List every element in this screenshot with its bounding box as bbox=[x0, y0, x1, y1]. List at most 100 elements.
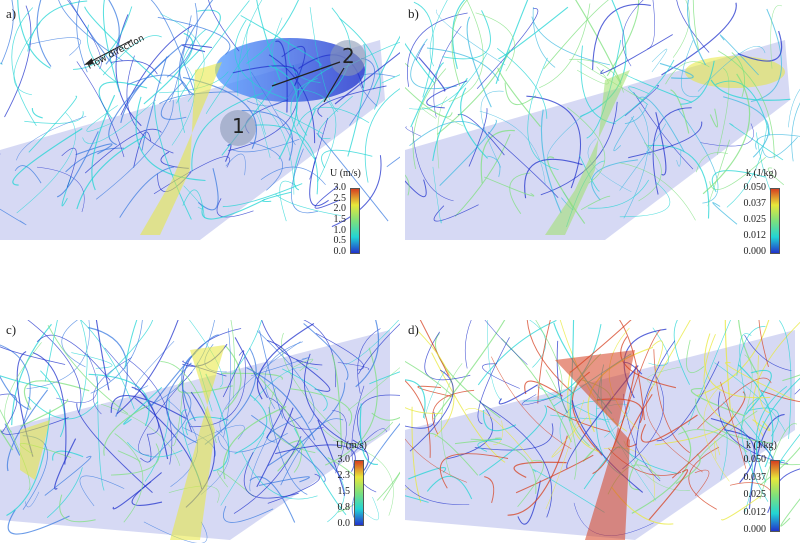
streamline bbox=[110, 394, 187, 419]
streamline bbox=[407, 12, 468, 87]
streamline bbox=[141, 56, 168, 151]
colorbar-tick: 0.012 bbox=[743, 230, 767, 241]
streamline bbox=[233, 436, 302, 514]
streamline bbox=[676, 0, 710, 53]
streamline bbox=[126, 55, 174, 154]
streamline bbox=[757, 355, 772, 414]
streamline bbox=[331, 354, 342, 450]
streamline bbox=[260, 166, 326, 186]
streamline bbox=[61, 320, 86, 368]
streamline bbox=[482, 363, 520, 389]
streamline bbox=[672, 0, 690, 58]
streamline bbox=[496, 47, 548, 119]
streamline bbox=[695, 398, 773, 444]
streamline bbox=[201, 198, 266, 220]
streamline bbox=[640, 414, 698, 443]
streamline bbox=[661, 2, 737, 76]
streamline bbox=[216, 198, 254, 218]
streamline bbox=[710, 79, 791, 101]
streamline bbox=[477, 438, 503, 452]
colorbar-tick: 0.0 bbox=[337, 518, 351, 529]
streamline bbox=[647, 144, 710, 219]
streamline bbox=[44, 320, 58, 382]
streamline bbox=[436, 9, 506, 66]
streamline bbox=[723, 96, 770, 158]
streamline bbox=[545, 369, 577, 480]
streamline bbox=[567, 107, 606, 184]
streamline bbox=[224, 143, 232, 162]
streamline bbox=[731, 52, 745, 98]
streamline bbox=[688, 320, 731, 426]
colorbar-tick: 2.3 bbox=[337, 470, 351, 481]
streamline bbox=[436, 49, 511, 135]
streamline bbox=[623, 107, 649, 219]
streamline bbox=[648, 327, 669, 366]
streamline bbox=[295, 66, 333, 136]
colorbar-tick: 0.037 bbox=[743, 198, 767, 209]
streamline bbox=[410, 38, 457, 90]
streamline bbox=[322, 421, 394, 445]
streamline bbox=[479, 404, 547, 476]
streamline bbox=[289, 388, 353, 427]
streamline bbox=[6, 389, 49, 472]
streamline bbox=[482, 403, 553, 518]
streamline bbox=[150, 0, 195, 91]
colorbar-tick: 0.5 bbox=[333, 235, 347, 247]
streamline bbox=[230, 138, 300, 153]
colorbar-tick: 0.000 bbox=[743, 246, 767, 257]
streamline bbox=[102, 35, 162, 76]
streamline bbox=[779, 320, 792, 439]
streamline bbox=[410, 62, 445, 128]
streamline bbox=[524, 158, 583, 199]
streamline bbox=[84, 6, 162, 84]
colorbar-tick: 1.5 bbox=[333, 214, 347, 225]
streamline bbox=[1, 417, 69, 435]
streamline bbox=[484, 476, 495, 504]
streamline bbox=[618, 320, 645, 421]
streamline bbox=[371, 412, 400, 421]
streamline bbox=[111, 60, 158, 75]
colorbar-d: k (J/kg) 0.050 0.037 0.025 0.012 0.000 bbox=[716, 440, 800, 538]
streamline bbox=[256, 330, 315, 424]
streamline bbox=[547, 113, 585, 161]
streamline bbox=[432, 77, 468, 161]
streamline bbox=[259, 330, 284, 419]
streamline bbox=[484, 176, 535, 197]
streamline bbox=[24, 491, 40, 508]
streamline bbox=[479, 110, 546, 184]
colorbar-d-title: k (J/kg) bbox=[746, 440, 777, 451]
streamline bbox=[71, 352, 113, 369]
colorbar-tick: 0.000 bbox=[743, 524, 767, 535]
flow-arrowhead bbox=[84, 58, 93, 65]
streamline bbox=[619, 123, 667, 191]
streamline bbox=[750, 8, 782, 102]
streamline bbox=[257, 323, 315, 400]
streamline bbox=[222, 183, 303, 208]
streamline bbox=[0, 393, 18, 433]
streamline bbox=[448, 0, 484, 102]
streamline bbox=[54, 438, 77, 490]
panel-label-c: c) bbox=[6, 322, 17, 337]
streamline bbox=[655, 112, 667, 176]
streamline bbox=[324, 347, 378, 466]
streamlines-b bbox=[405, 0, 800, 235]
streamline bbox=[220, 432, 265, 506]
arrow-2a bbox=[271, 61, 341, 87]
streamline bbox=[678, 429, 748, 453]
panel-a-canvas bbox=[0, 0, 400, 240]
colorbar-tick: 0.012 bbox=[743, 506, 767, 518]
streamline bbox=[26, 320, 90, 389]
streamline bbox=[134, 341, 175, 391]
streamline bbox=[474, 423, 554, 451]
streamline bbox=[232, 65, 299, 87]
streamline bbox=[105, 320, 154, 379]
streamline bbox=[58, 0, 123, 62]
streamline bbox=[183, 9, 221, 67]
streamline bbox=[12, 128, 83, 186]
streamline bbox=[454, 437, 501, 445]
streamline bbox=[575, 0, 622, 84]
streamline bbox=[333, 439, 394, 516]
streamline bbox=[418, 56, 446, 92]
streamline bbox=[676, 149, 682, 167]
streamline bbox=[405, 495, 429, 503]
